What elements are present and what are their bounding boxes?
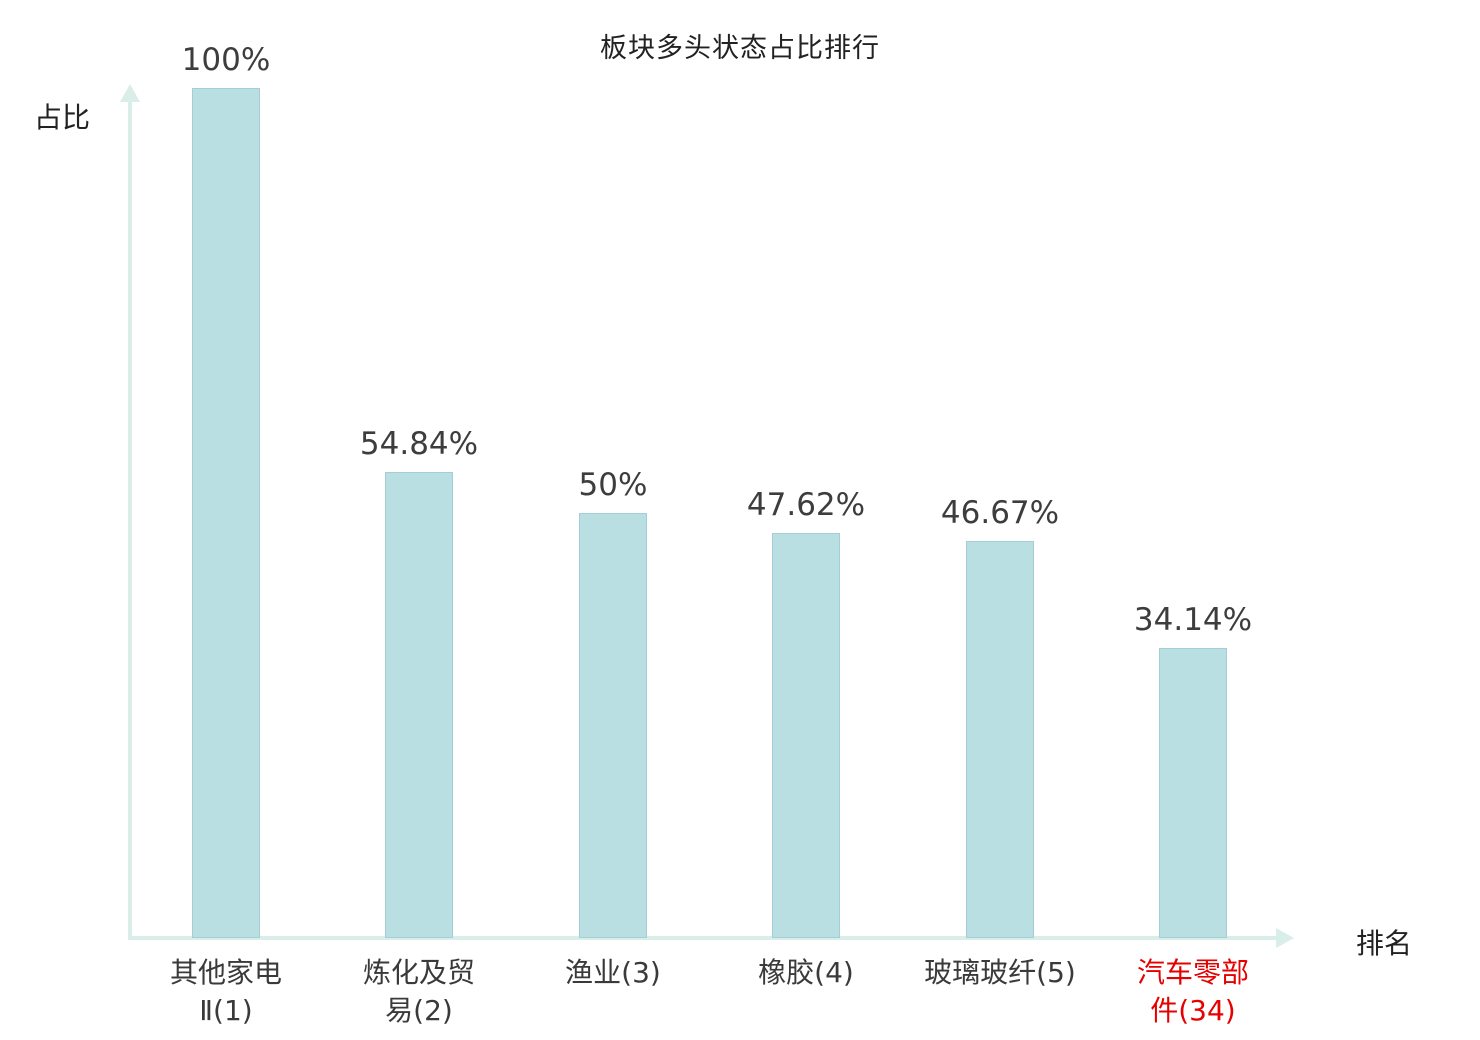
bar-value-label: 47.62%	[746, 487, 866, 523]
x-axis-line	[128, 936, 1278, 940]
bar-value-label: 46.67%	[940, 495, 1060, 531]
x-axis-label: 排名	[1356, 927, 1413, 960]
bar-value-label: 50%	[578, 467, 648, 503]
y-axis-label: 占比	[34, 101, 91, 134]
y-axis-line	[128, 100, 132, 940]
bar	[772, 533, 840, 938]
bar	[579, 513, 647, 938]
bar-value-label: 34.14%	[1133, 602, 1253, 638]
bar	[966, 541, 1034, 938]
bar-value-label: 54.84%	[359, 426, 479, 462]
y-axis-arrow-icon	[120, 84, 140, 102]
x-axis-arrow-icon	[1276, 928, 1294, 948]
bar-category-label: 其他家电 Ⅱ(1)	[169, 956, 282, 1027]
bar-category-label: 玻璃玻纤(5)	[924, 956, 1076, 989]
bar	[1159, 648, 1227, 938]
bar-category-label: 渔业(3)	[565, 956, 661, 989]
bar-category-label: 炼化及贸 易(2)	[362, 956, 475, 1027]
bar-value-label: 100%	[181, 42, 271, 78]
bar	[192, 88, 260, 938]
bar-category-label: 汽车零部 件(34)	[1136, 956, 1249, 1027]
bar-category-label: 橡胶(4)	[758, 956, 854, 989]
chart-title: 板块多头状态占比排行	[600, 33, 880, 64]
bar	[385, 472, 453, 938]
